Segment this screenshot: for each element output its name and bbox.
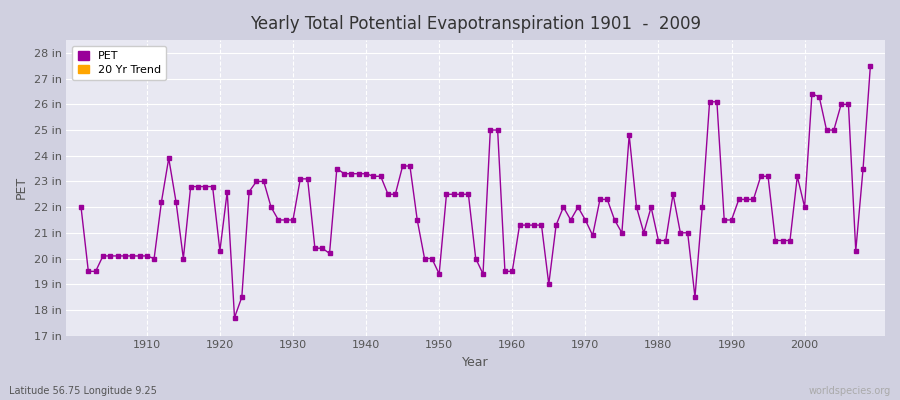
X-axis label: Year: Year <box>463 356 489 369</box>
Title: Yearly Total Potential Evapotranspiration 1901  -  2009: Yearly Total Potential Evapotranspiratio… <box>250 15 701 33</box>
Y-axis label: PET: PET <box>15 176 28 200</box>
Text: Latitude 56.75 Longitude 9.25: Latitude 56.75 Longitude 9.25 <box>9 386 157 396</box>
Text: worldspecies.org: worldspecies.org <box>809 386 891 396</box>
Legend: PET, 20 Yr Trend: PET, 20 Yr Trend <box>72 46 166 80</box>
